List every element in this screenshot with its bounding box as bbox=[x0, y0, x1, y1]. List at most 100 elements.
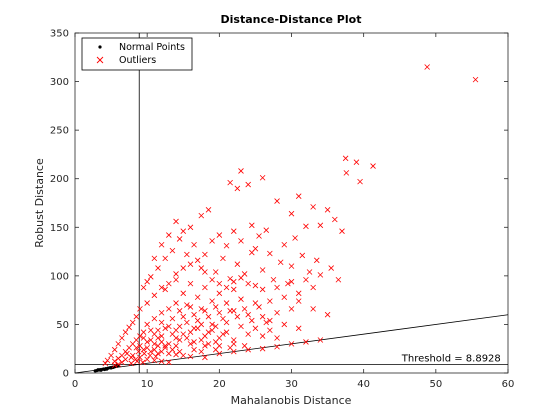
outlier-point bbox=[313, 257, 320, 264]
outlier-point bbox=[238, 238, 244, 244]
outlier-point bbox=[277, 259, 284, 266]
outlier-point bbox=[259, 267, 266, 273]
outlier-stroke bbox=[216, 350, 223, 357]
outlier-point bbox=[303, 276, 309, 283]
x-tick-label: 30 bbox=[285, 379, 298, 390]
outlier-point bbox=[310, 306, 316, 312]
outlier-stroke bbox=[227, 275, 233, 282]
outlier-point bbox=[209, 298, 215, 304]
outlier-point bbox=[166, 306, 172, 312]
outlier-point bbox=[234, 185, 241, 192]
outlier-stroke bbox=[198, 348, 205, 355]
outlier-point bbox=[317, 222, 324, 229]
outlier-stroke bbox=[238, 296, 244, 302]
outlier-point bbox=[303, 223, 309, 230]
outlier-point bbox=[158, 284, 165, 291]
outlier-stroke bbox=[158, 241, 165, 248]
outlier-stroke bbox=[135, 348, 142, 355]
outlier-point bbox=[198, 212, 205, 219]
outlier-stroke bbox=[137, 306, 143, 312]
outlier-stroke bbox=[263, 319, 270, 326]
outlier-stroke bbox=[176, 236, 183, 242]
outlier-stroke bbox=[267, 250, 273, 257]
outlier-point bbox=[209, 321, 215, 328]
outlier-point bbox=[249, 222, 255, 229]
outlier-point bbox=[202, 284, 208, 291]
outlier-stroke bbox=[288, 210, 295, 217]
outlier-point bbox=[153, 353, 159, 360]
outlier-stroke bbox=[158, 309, 165, 316]
outlier-point bbox=[259, 313, 266, 320]
x-tick-label: 60 bbox=[502, 379, 515, 390]
outlier-point bbox=[259, 174, 266, 181]
threshold-annotation: Threshold = 8.8928 bbox=[401, 353, 501, 364]
outlier-point bbox=[176, 308, 183, 314]
outlier-stroke bbox=[339, 228, 345, 234]
outlier-stroke bbox=[166, 280, 172, 287]
outlier-point bbox=[295, 325, 302, 332]
outlier-point bbox=[252, 282, 259, 289]
outlier-stroke bbox=[194, 257, 201, 264]
outlier-stroke bbox=[230, 341, 237, 347]
outlier-point bbox=[263, 319, 270, 326]
outlier-point bbox=[252, 325, 259, 332]
outlier-point bbox=[288, 278, 295, 285]
outlier-point bbox=[151, 315, 158, 322]
outlier-point bbox=[238, 168, 244, 174]
outlier-point bbox=[216, 343, 223, 349]
outlier-stroke bbox=[169, 346, 176, 353]
outlier-stroke bbox=[140, 346, 147, 353]
outlier-stroke bbox=[274, 335, 280, 341]
outlier-point bbox=[256, 233, 262, 239]
outlier-point bbox=[212, 304, 219, 310]
normal-point bbox=[96, 368, 100, 372]
outlier-stroke bbox=[288, 306, 295, 312]
outlier-stroke bbox=[295, 325, 302, 332]
outlier-stroke bbox=[267, 327, 273, 334]
outlier-stroke bbox=[216, 343, 223, 349]
outlier-stroke bbox=[317, 337, 324, 343]
outlier-point bbox=[155, 265, 161, 271]
outlier-point bbox=[180, 228, 187, 234]
outlier-stroke bbox=[191, 339, 197, 345]
outlier-point bbox=[230, 278, 237, 285]
outlier-stroke bbox=[187, 224, 194, 231]
x-axis-label: Mahalanobis Distance bbox=[231, 394, 352, 407]
outlier-point bbox=[158, 333, 165, 339]
outlier-stroke bbox=[122, 329, 129, 335]
outlier-stroke bbox=[198, 306, 205, 312]
outlier-point bbox=[259, 333, 266, 339]
outlier-point bbox=[162, 286, 168, 293]
outlier-stroke bbox=[303, 223, 309, 230]
outlier-stroke bbox=[173, 300, 179, 306]
outlier-stroke bbox=[184, 319, 190, 326]
outlier-point bbox=[184, 319, 190, 326]
outlier-point bbox=[241, 306, 248, 312]
y-tick-label: 200 bbox=[50, 174, 69, 185]
outlier-stroke bbox=[281, 241, 288, 248]
x-tick-label: 10 bbox=[141, 379, 154, 390]
outlier-stroke bbox=[180, 228, 187, 234]
outlier-point bbox=[274, 335, 280, 341]
outlier-point bbox=[176, 337, 183, 343]
outlier-stroke bbox=[191, 325, 197, 332]
outlier-stroke bbox=[202, 284, 208, 291]
outlier-point bbox=[184, 302, 190, 308]
outlier-stroke bbox=[147, 327, 154, 334]
outlier-point bbox=[122, 329, 129, 335]
outlier-stroke bbox=[227, 308, 233, 314]
outlier-stroke bbox=[299, 252, 306, 259]
outlier-stroke bbox=[281, 321, 288, 328]
outlier-stroke bbox=[194, 317, 201, 324]
outlier-stroke bbox=[295, 298, 302, 304]
outlier-point bbox=[223, 300, 230, 306]
outlier-point bbox=[158, 309, 165, 316]
outlier-point bbox=[128, 354, 135, 361]
outlier-point bbox=[133, 313, 140, 320]
outlier-stroke bbox=[223, 300, 230, 306]
outlier-point bbox=[288, 341, 295, 347]
outlier-stroke bbox=[137, 343, 143, 349]
outlier-stroke bbox=[223, 319, 230, 326]
outlier-stroke bbox=[155, 265, 161, 271]
outlier-stroke bbox=[216, 232, 223, 238]
